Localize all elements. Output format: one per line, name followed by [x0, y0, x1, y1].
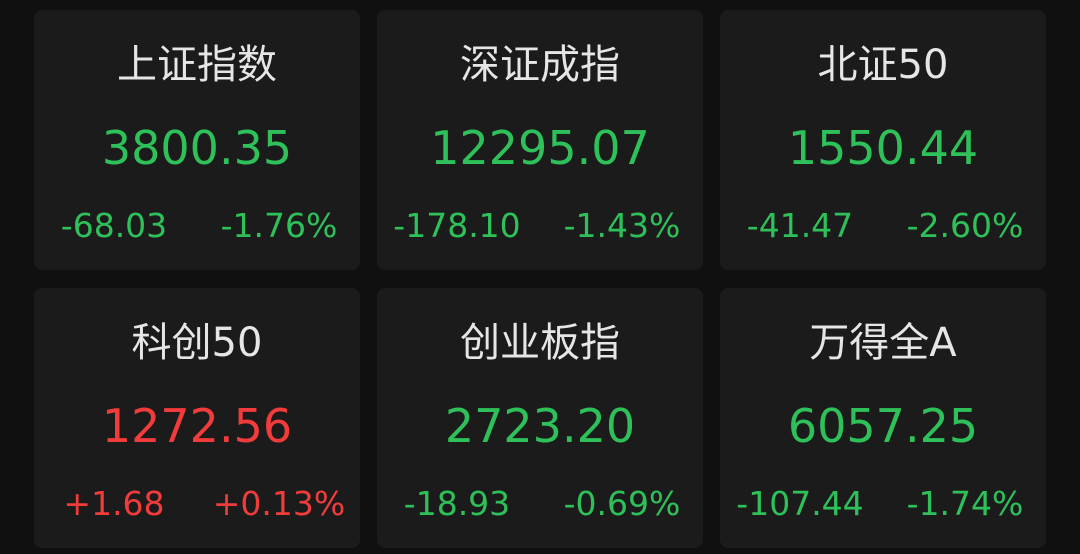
index-card[interactable]: 万得全A 6057.25 -107.44 -1.74%: [720, 288, 1046, 548]
index-name: 科创50: [131, 320, 263, 366]
index-card[interactable]: 北证50 1550.44 -41.47 -2.60%: [720, 10, 1046, 270]
index-value: 2723.20: [444, 399, 636, 453]
index-card[interactable]: 科创50 1272.56 +1.68 +0.13%: [34, 288, 360, 548]
index-name: 万得全A: [809, 320, 957, 366]
index-value: 3800.35: [101, 121, 293, 175]
index-change-percent: -2.60%: [906, 206, 1024, 245]
index-change: -41.47: [746, 206, 854, 245]
index-change-percent: -1.43%: [563, 206, 681, 245]
index-change-percent: -1.74%: [906, 484, 1024, 523]
index-card[interactable]: 创业板指 2723.20 -18.93 -0.69%: [377, 288, 703, 548]
index-change-percent: +0.13%: [212, 484, 346, 523]
index-change: -68.03: [60, 206, 168, 245]
index-name: 上证指数: [117, 42, 277, 88]
index-name: 深证成指: [460, 42, 620, 88]
index-change-percent: -1.76%: [220, 206, 338, 245]
index-name: 创业板指: [460, 320, 620, 366]
index-value: 6057.25: [787, 399, 979, 453]
index-change-percent: -0.69%: [563, 484, 681, 523]
index-change: +1.68: [63, 484, 165, 523]
index-card[interactable]: 深证成指 12295.07 -178.10 -1.43%: [377, 10, 703, 270]
index-change: -18.93: [403, 484, 511, 523]
index-name: 北证50: [817, 42, 949, 88]
index-value: 1550.44: [787, 121, 979, 175]
index-card[interactable]: 上证指数 3800.35 -68.03 -1.76%: [34, 10, 360, 270]
index-value: 12295.07: [430, 121, 650, 175]
index-value: 1272.56: [101, 399, 293, 453]
index-change: -107.44: [736, 484, 864, 523]
index-change: -178.10: [393, 206, 521, 245]
